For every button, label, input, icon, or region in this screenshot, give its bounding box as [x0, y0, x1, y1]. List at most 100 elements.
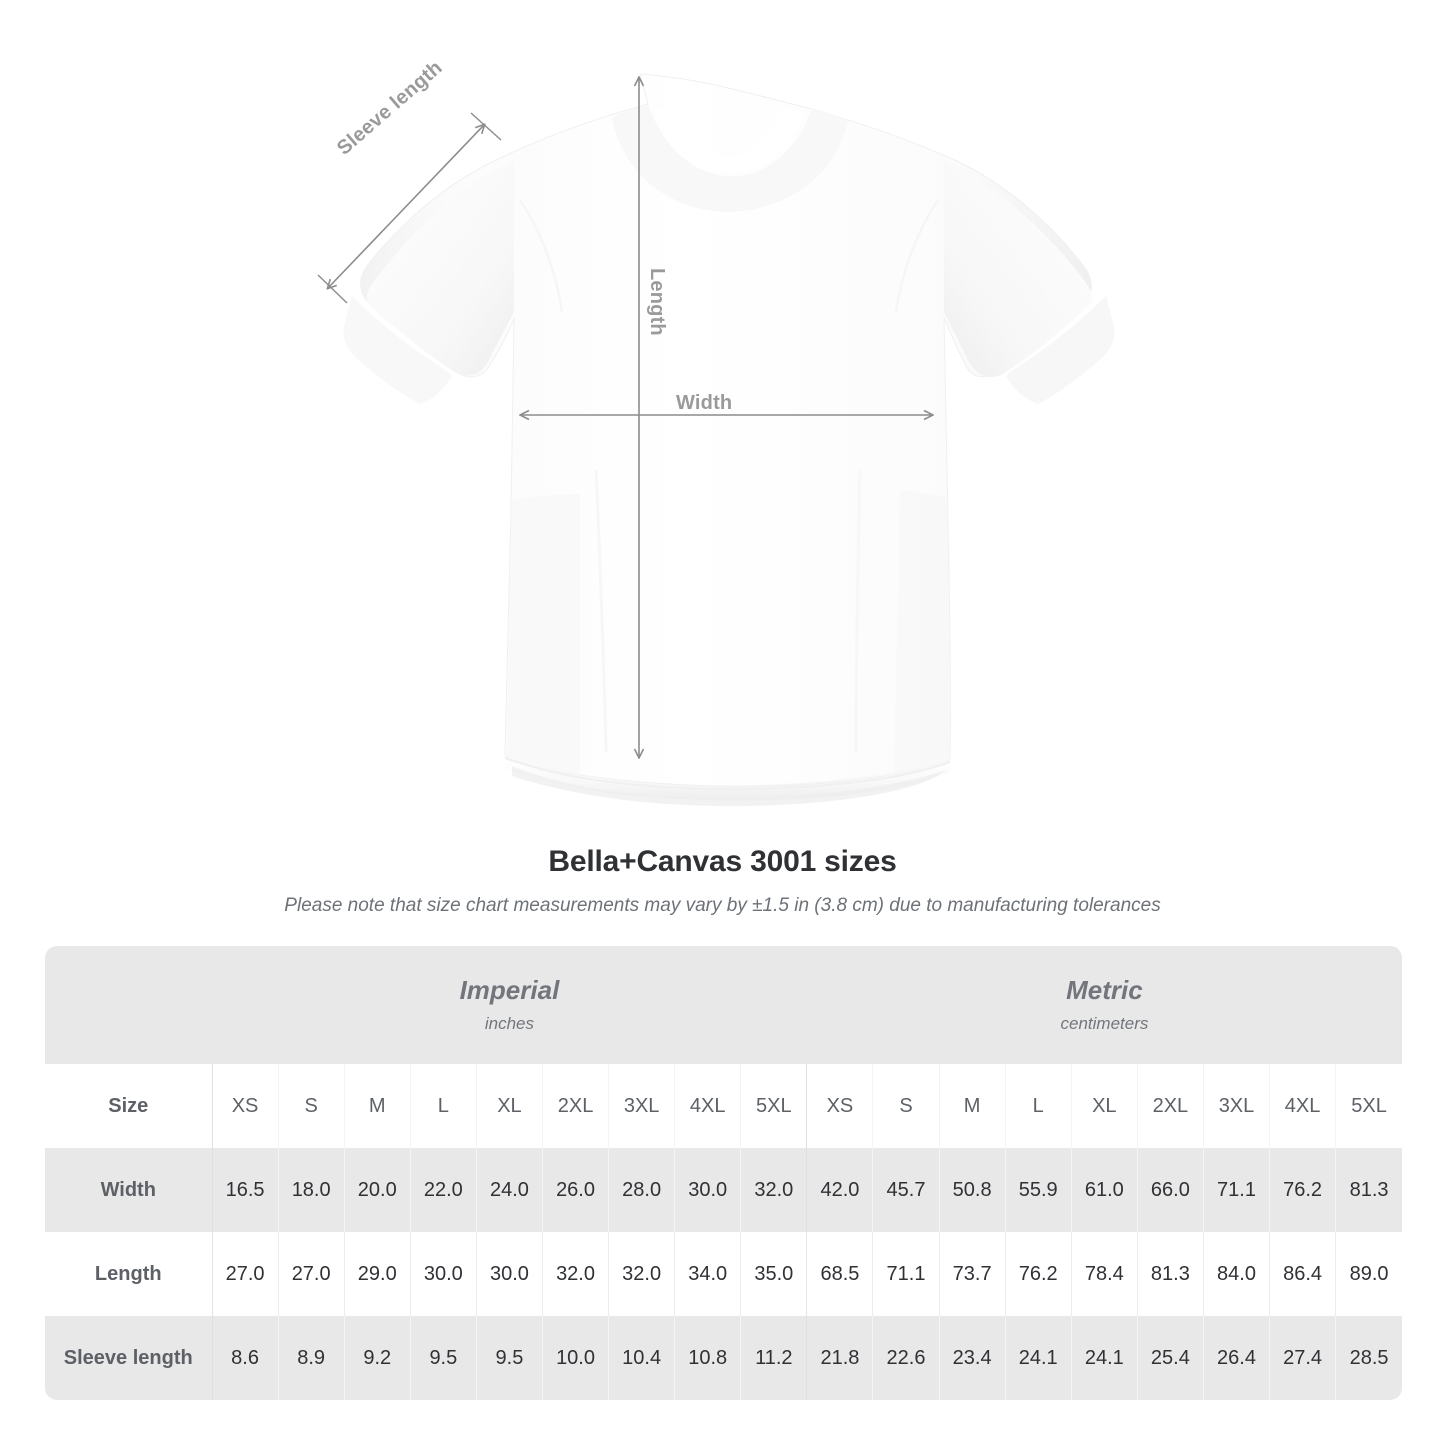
- size-header-metric-5xl: 5XL: [1335, 1064, 1402, 1148]
- sleeve-imperial-m: 9.2: [343, 1316, 411, 1400]
- length-imperial-xs: 27.0: [211, 1232, 279, 1316]
- width-metric-4xl: 76.2: [1269, 1148, 1336, 1232]
- row-header-length: Length: [45, 1232, 213, 1316]
- sleeve-metric-5xl: 28.5: [1335, 1316, 1402, 1400]
- sleeve-metric-xl: 24.1: [1070, 1316, 1138, 1400]
- width-metric-2xl: 66.0: [1136, 1148, 1204, 1232]
- width-metric-5xl: 81.3: [1335, 1148, 1402, 1232]
- sleeve-imperial-xl: 9.5: [475, 1316, 543, 1400]
- sleeve-metric-l: 24.1: [1004, 1316, 1072, 1400]
- table-row-length: Length 27.0 27.0 29.0 30.0 30.0 32.0 32.…: [45, 1232, 1402, 1316]
- sleeve-imperial-xs: 8.6: [211, 1316, 279, 1400]
- unit-metric-sub: centimeters: [1060, 1014, 1149, 1034]
- length-imperial-5xl: 35.0: [740, 1232, 807, 1316]
- sleeve-imperial-3xl: 10.4: [608, 1316, 675, 1400]
- length-metric-2xl: 81.3: [1136, 1232, 1204, 1316]
- sleeve-metric-s: 22.6: [872, 1316, 940, 1400]
- size-header-imperial-3xl: 3XL: [608, 1064, 675, 1148]
- width-imperial-4xl: 30.0: [674, 1148, 741, 1232]
- size-header-metric-l: L: [1004, 1064, 1072, 1148]
- size-header-row: Size XS S M L XL 2XL 3XL 4XL 5XL XS S M …: [45, 1064, 1402, 1148]
- size-header-imperial-5xl: 5XL: [740, 1064, 807, 1148]
- sleeve-metric-m: 23.4: [938, 1316, 1006, 1400]
- length-imperial-xl: 30.0: [475, 1232, 543, 1316]
- length-metric-4xl: 86.4: [1269, 1232, 1336, 1316]
- size-header-imperial-xs: XS: [211, 1064, 279, 1148]
- size-header-imperial-l: L: [409, 1064, 477, 1148]
- sleeve-imperial-s: 8.9: [277, 1316, 345, 1400]
- length-metric-3xl: 84.0: [1202, 1232, 1270, 1316]
- page-title: Bella+Canvas 3001 sizes: [548, 845, 897, 878]
- sleeve-imperial-l: 9.5: [409, 1316, 477, 1400]
- unit-band-spacer: [45, 946, 213, 1064]
- row-header-width: Width: [45, 1148, 213, 1232]
- length-metric-xs: 68.5: [806, 1232, 873, 1316]
- unit-imperial-sub: inches: [484, 1014, 535, 1034]
- measurement-arrows: [317, 78, 932, 757]
- size-header-imperial-s: S: [277, 1064, 345, 1148]
- sleeve-metric-3xl: 26.4: [1202, 1316, 1270, 1400]
- sleeve-imperial-4xl: 10.8: [674, 1316, 741, 1400]
- width-imperial-xs: 16.5: [211, 1148, 279, 1232]
- length-label: Length: [646, 268, 668, 336]
- size-header-metric-m: M: [938, 1064, 1006, 1148]
- sleeve-tick-bottom: [317, 274, 348, 304]
- row-header-sleeve-length: Sleeve length: [45, 1316, 213, 1400]
- width-imperial-m: 20.0: [343, 1148, 411, 1232]
- title-block: Bella+Canvas 3001 sizes Please note that…: [0, 845, 1445, 917]
- sleeve-metric-xs: 21.8: [806, 1316, 873, 1400]
- tshirt-svg: [317, 73, 1115, 807]
- size-chart-table: Imperial inches Metric centimeters Size …: [45, 946, 1402, 1400]
- length-metric-s: 71.1: [872, 1232, 940, 1316]
- size-header-metric-2xl: 2XL: [1136, 1064, 1204, 1148]
- width-imperial-xl: 24.0: [475, 1148, 543, 1232]
- unit-imperial-title: Imperial: [459, 974, 560, 1005]
- width-metric-xl: 61.0: [1070, 1148, 1138, 1232]
- table-row-sleeve-length: Sleeve length 8.6 8.9 9.2 9.5 9.5 10.0 1…: [45, 1316, 1402, 1400]
- length-metric-5xl: 89.0: [1335, 1232, 1402, 1316]
- unit-band-row: Imperial inches Metric centimeters: [45, 946, 1402, 1064]
- size-header-metric-xl: XL: [1070, 1064, 1138, 1148]
- width-imperial-3xl: 28.0: [608, 1148, 675, 1232]
- shirt-shape: [343, 73, 1115, 807]
- sleeve-arrow: [328, 125, 484, 288]
- sleeve-metric-4xl: 27.4: [1269, 1316, 1336, 1400]
- length-imperial-4xl: 34.0: [674, 1232, 741, 1316]
- length-imperial-l: 30.0: [409, 1232, 477, 1316]
- size-header-imperial-m: M: [343, 1064, 411, 1148]
- sleeve-tick-top: [470, 112, 502, 141]
- length-imperial-s: 27.0: [277, 1232, 345, 1316]
- size-header-imperial-2xl: 2XL: [541, 1064, 609, 1148]
- length-imperial-m: 29.0: [343, 1232, 411, 1316]
- length-metric-xl: 78.4: [1070, 1232, 1138, 1316]
- sleeve-imperial-2xl: 10.0: [541, 1316, 609, 1400]
- size-header-metric-s: S: [872, 1064, 940, 1148]
- width-metric-l: 55.9: [1004, 1148, 1072, 1232]
- size-header-metric-xs: XS: [806, 1064, 873, 1148]
- length-imperial-3xl: 32.0: [608, 1232, 675, 1316]
- size-chart-table-wrapper: Imperial inches Metric centimeters Size …: [45, 946, 1402, 1400]
- width-imperial-5xl: 32.0: [740, 1148, 807, 1232]
- size-header-imperial-xl: XL: [475, 1064, 543, 1148]
- length-metric-m: 73.7: [938, 1232, 1006, 1316]
- unit-metric-title: Metric: [1066, 974, 1143, 1005]
- length-imperial-2xl: 32.0: [541, 1232, 609, 1316]
- row-header-size: Size: [45, 1064, 213, 1148]
- width-imperial-2xl: 26.0: [541, 1148, 609, 1232]
- sleeve-imperial-5xl: 11.2: [740, 1316, 807, 1400]
- tshirt-illustration: Sleeve length Length Width: [317, 56, 1115, 807]
- width-metric-xs: 42.0: [806, 1148, 873, 1232]
- tolerance-note: Please note that size chart measurements…: [284, 895, 1161, 916]
- sleeve-metric-2xl: 25.4: [1136, 1316, 1204, 1400]
- width-metric-s: 45.7: [872, 1148, 940, 1232]
- size-header-metric-3xl: 3XL: [1202, 1064, 1270, 1148]
- unit-metric-cell: Metric centimeters: [806, 946, 1402, 1064]
- width-metric-3xl: 71.1: [1202, 1148, 1270, 1232]
- length-metric-l: 76.2: [1004, 1232, 1072, 1316]
- table-row-width: Width 16.5 18.0 20.0 22.0 24.0 26.0 28.0…: [45, 1148, 1402, 1232]
- size-header-imperial-4xl: 4XL: [674, 1064, 741, 1148]
- width-imperial-s: 18.0: [277, 1148, 345, 1232]
- width-label: Width: [676, 392, 733, 414]
- width-metric-m: 50.8: [938, 1148, 1006, 1232]
- size-header-metric-4xl: 4XL: [1269, 1064, 1336, 1148]
